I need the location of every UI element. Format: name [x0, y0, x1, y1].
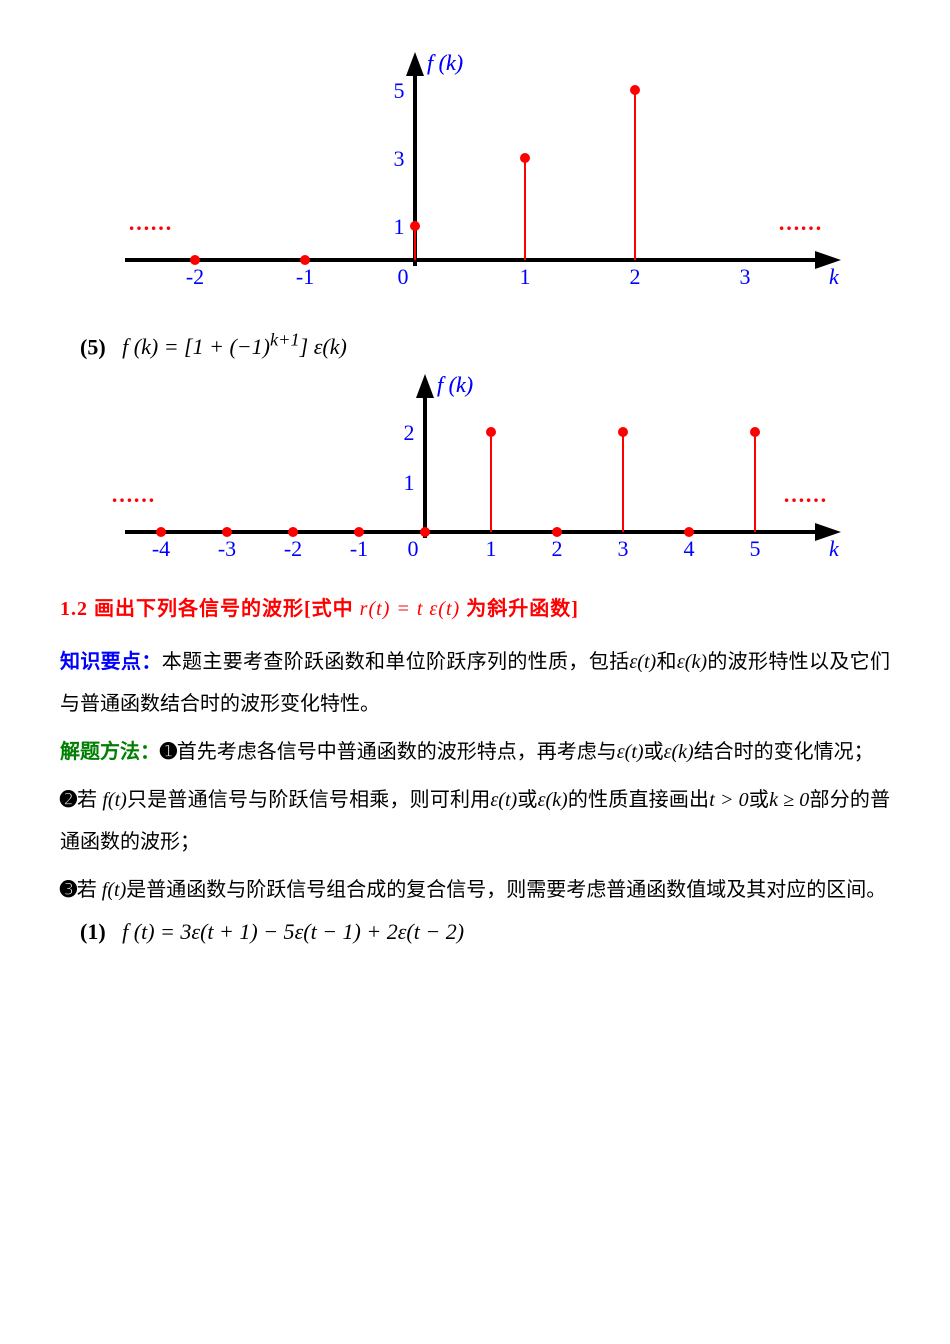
svg-text:1: 1 [520, 264, 531, 289]
svg-text:3: 3 [740, 264, 751, 289]
knowledge-label: 知识要点： [60, 651, 162, 673]
method-2a: 若 [77, 789, 97, 811]
svg-text:-4: -4 [152, 536, 170, 561]
svg-text:2: 2 [404, 420, 415, 445]
method-2b: 只是普通信号与阶跃信号相乘，则可利用 [127, 789, 491, 811]
method-2-math-5: k ≥ 0 [769, 789, 809, 811]
knowledge-mid: 和 [656, 651, 677, 673]
chart-1: f (k)f (k)k135-2-10123………… [105, 50, 845, 310]
svg-text:5: 5 [750, 536, 761, 561]
chart-2-wrap: f (k)f (k)k12-4-3-2-1012345………… [60, 372, 890, 562]
method-paragraph-1: 解题方法：➊首先考虑各信号中普通函数的波形特点，再考虑与ε(t)或ε(k)结合时… [60, 731, 890, 773]
method-3-math-1: f(t) [97, 879, 126, 901]
knowledge-math-1: ε(t) [629, 651, 656, 673]
equation-5-body: f (k) = [1 + (−1)k+1] ε(k) [122, 334, 347, 359]
section-title-suffix: 为斜升函数] [466, 598, 579, 620]
chart-1-wrap: f (k)f (k)k135-2-10123………… [60, 50, 890, 310]
svg-text:f (k): f (k) [427, 50, 463, 75]
method-1a: 首先考虑各信号中普通函数的波形特点，再考虑与 [177, 741, 617, 763]
method-label: 解题方法： [60, 741, 160, 763]
equation-1: (1) f (t) = 3ε(t + 1) − 5ε(t − 1) + 2ε(t… [80, 919, 890, 945]
svg-text:-2: -2 [186, 264, 204, 289]
section-title-prefix: 1.2 画出下列各信号的波形[式中 [60, 598, 354, 620]
circled-2-icon: ➋ [60, 779, 77, 821]
svg-text:k: k [829, 536, 840, 561]
svg-text:1: 1 [486, 536, 497, 561]
method-2-math-1: f(t) [97, 789, 127, 811]
svg-text:……: …… [128, 210, 172, 235]
method-2-mid2: 或 [749, 789, 769, 811]
svg-text:k: k [829, 264, 840, 289]
svg-text:5: 5 [394, 78, 405, 103]
svg-text:1: 1 [394, 214, 405, 239]
method-2-math-2: ε(t) [490, 789, 517, 811]
svg-text:0: 0 [408, 536, 419, 561]
circled-3-icon: ➌ [60, 869, 77, 911]
svg-text:4: 4 [684, 536, 695, 561]
svg-text:3: 3 [618, 536, 629, 561]
svg-text:-1: -1 [296, 264, 314, 289]
svg-text:-2: -2 [284, 536, 302, 561]
section-title: 1.2 画出下列各信号的波形[式中 r(t) = t ε(t) 为斜升函数] [60, 592, 890, 621]
svg-text:f (k): f (k) [437, 372, 473, 397]
svg-text:……: …… [778, 210, 822, 235]
method-1b: 结合时的变化情况； [694, 741, 874, 763]
svg-text:1: 1 [404, 470, 415, 495]
svg-text:0: 0 [398, 264, 409, 289]
equation-5-number: (5) [80, 334, 106, 359]
method-2c: 的性质直接画出 [568, 789, 710, 811]
equation-1-body: f (t) = 3ε(t + 1) − 5ε(t − 1) + 2ε(t − 2… [122, 919, 464, 944]
method-3b: 是普通函数与阶跃信号组合成的复合信号，则需要考虑普通函数值域及其对应的区间。 [126, 879, 886, 901]
svg-text:……: …… [111, 482, 155, 507]
circled-1-icon: ➊ [160, 731, 177, 773]
knowledge-math-2: ε(k) [677, 651, 707, 673]
method-1-math-2: ε(k) [664, 741, 694, 763]
knowledge-body-a: 本题主要考查阶跃函数和单位阶跃序列的性质，包括 [162, 651, 630, 673]
svg-text:2: 2 [552, 536, 563, 561]
method-3a: 若 [77, 879, 97, 901]
equation-1-number: (1) [80, 919, 106, 944]
svg-text:2: 2 [630, 264, 641, 289]
svg-text:-1: -1 [350, 536, 368, 561]
method-1-mid: 或 [644, 741, 664, 763]
method-2-math-3: ε(k) [538, 789, 568, 811]
svg-text:……: …… [783, 482, 827, 507]
method-2-mid: 或 [517, 789, 537, 811]
method-paragraph-2: ➋若 f(t)只是普通信号与阶跃信号相乘，则可利用ε(t)或ε(k)的性质直接画… [60, 779, 890, 863]
section-title-math: r(t) = t ε(t) [360, 598, 461, 620]
method-paragraph-3: ➌若 f(t)是普通函数与阶跃信号组合成的复合信号，则需要考虑普通函数值域及其对… [60, 869, 890, 911]
knowledge-paragraph: 知识要点：本题主要考查阶跃函数和单位阶跃序列的性质，包括ε(t)和ε(k)的波形… [60, 641, 890, 725]
method-2-math-4: t > 0 [709, 789, 748, 811]
method-1-math-1: ε(t) [617, 741, 644, 763]
chart-2: f (k)f (k)k12-4-3-2-1012345………… [105, 372, 845, 562]
equation-5: (5) f (k) = [1 + (−1)k+1] ε(k) [80, 330, 890, 360]
svg-text:3: 3 [394, 146, 405, 171]
svg-text:-3: -3 [218, 536, 236, 561]
